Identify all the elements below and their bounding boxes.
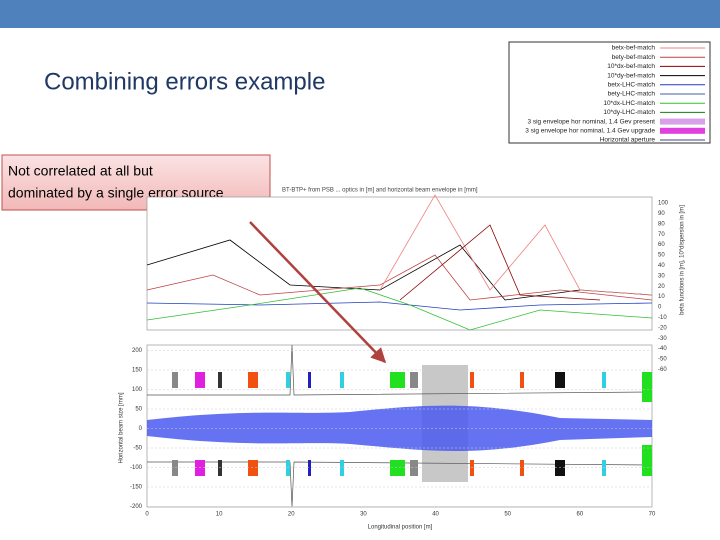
legend-label: bety-bef-match — [612, 54, 656, 61]
y-right-tick-label: 90 — [658, 211, 665, 217]
elements — [172, 372, 652, 476]
legend-swatch — [660, 127, 705, 134]
y-right-tick-label: -60 — [658, 367, 667, 373]
legend-label: Horizontal aperture — [600, 137, 656, 144]
y-left-tick-label: -200 — [130, 504, 143, 510]
x-tick-label: 10 — [216, 512, 223, 518]
legend-swatch — [660, 118, 705, 125]
legend: betx-bef-match bety-bef-match 10*dx-bef-ma… — [525, 45, 705, 144]
legend-label: 3 sig envelope hor nominal, 1.4 Gev pres… — [527, 118, 655, 125]
y-right-tick-label: 60 — [658, 242, 665, 248]
lower-plot — [146, 344, 653, 508]
x-tick-label: 20 — [288, 512, 295, 518]
curve — [399, 224, 601, 301]
x-axis-label: Longitudinal position [m] — [368, 525, 433, 531]
y-right-tick-label: -20 — [658, 325, 667, 331]
curve — [146, 301, 653, 311]
legend-label: 10*dy-LHC-match — [603, 109, 655, 116]
plot-frame — [146, 196, 653, 331]
slide-title: Combining errors example — [44, 68, 325, 95]
curve — [146, 287, 653, 331]
legend-box — [508, 41, 711, 144]
curve — [146, 254, 653, 301]
callout-text: Not correlated at all but — [8, 163, 153, 179]
y-right-tick-label: -30 — [658, 336, 667, 342]
x-tick-label: 40 — [432, 512, 439, 518]
y-left-tick-label: -100 — [130, 465, 143, 471]
top-bar — [0, 0, 720, 28]
axes: 1009080706050403020100-10-20-30-40-50-60… — [119, 201, 686, 531]
x-tick-label: 50 — [504, 512, 511, 518]
y-right-axis-label: beta functions in [m], 10*dispersion in … — [680, 205, 686, 315]
x-tick-label: 0 — [145, 512, 149, 518]
y-left-axis-label: Horizontal beam size [mm] — [119, 392, 125, 463]
y-right-tick-label: -10 — [658, 315, 667, 321]
y-right-tick-label: 100 — [658, 201, 669, 207]
legend-label: bety-LHC-match — [608, 91, 656, 98]
upper-plot — [146, 194, 653, 331]
legend-label: 3 sig envelope hor nominal, 1.4 Gev upgr… — [525, 128, 655, 135]
y-left-tick-label: -50 — [133, 446, 142, 452]
x-tick-label: 60 — [576, 512, 583, 518]
y-left-tick-label: 150 — [132, 368, 143, 374]
y-right-tick-label: 40 — [658, 263, 665, 269]
y-right-tick-label: 30 — [658, 273, 665, 279]
y-right-tick-label: 20 — [658, 284, 665, 290]
y-right-tick-label: 50 — [658, 253, 665, 259]
y-right-tick-label: 70 — [658, 232, 665, 238]
legend-label: 10*dy-bef-match — [607, 72, 655, 79]
figure-title: BT-BTP+ from PSB ... optics in [m] and h… — [282, 188, 478, 194]
y-right-tick-label: 10 — [658, 294, 665, 300]
y-right-tick-label: -40 — [658, 346, 667, 352]
y-left-tick-label: 200 — [132, 348, 143, 354]
curve — [146, 239, 653, 301]
legend-label: 10*dx-bef-match — [607, 63, 655, 70]
curve — [379, 194, 653, 296]
y-right-tick-label: 0 — [658, 305, 662, 311]
legend-label: betx-LHC-match — [608, 82, 656, 89]
y-right-tick-label: 80 — [658, 221, 665, 227]
x-tick-label: 70 — [649, 512, 656, 518]
y-left-tick-label: -150 — [130, 485, 143, 491]
x-tick-label: 30 — [360, 512, 367, 518]
arrow — [249, 221, 387, 364]
legend-label: betx-bef-match — [612, 45, 656, 52]
y-left-tick-label: 50 — [135, 407, 142, 413]
y-left-tick-label: 100 — [132, 387, 143, 393]
y-right-tick-label: -50 — [658, 357, 667, 363]
y-left-tick-label: 0 — [139, 426, 143, 432]
legend-label: 10*dx-LHC-match — [603, 100, 655, 107]
